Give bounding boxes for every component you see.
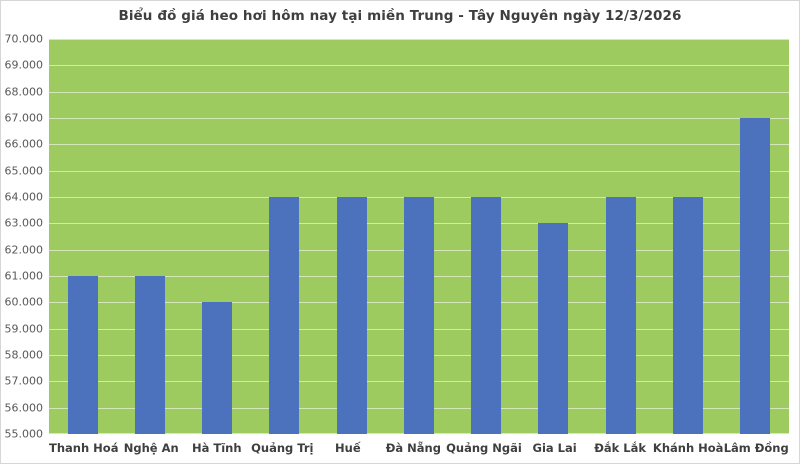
bar-slot: [453, 39, 520, 434]
bars-layer: [49, 39, 789, 434]
y-tick-label: 70.000: [4, 32, 44, 46]
y-tick-label: 61.000: [4, 269, 44, 283]
bar-slot: [587, 39, 654, 434]
gridline: [49, 170, 789, 172]
y-tick-label: 69.000: [4, 58, 44, 72]
bar-Đà Nẵng: [403, 197, 434, 434]
y-axis: 70.000 69.000 68.000 67.000 66.000 65.000 64.0…: [1, 33, 44, 441]
gridline: [49, 144, 789, 146]
x-tick-label: Đắk Lắk: [594, 441, 647, 455]
x-tick-label: Quảng Trị: [251, 441, 314, 455]
gridline: [49, 118, 789, 119]
y-tick-label: 67.000: [4, 111, 44, 125]
bar-slot: [520, 39, 587, 434]
x-tick-label: Nghệ An: [123, 441, 179, 455]
y-tick-label: 63.000: [4, 216, 44, 230]
bar-Gia Lai: [538, 223, 569, 434]
y-tick-label: 62.000: [4, 243, 44, 257]
gridline: [49, 65, 789, 67]
bar-Hà Tĩnh: [202, 302, 233, 434]
bar-slot: [654, 39, 721, 434]
y-tick-label: 68.000: [4, 85, 44, 99]
bar-Quảng Trị: [269, 197, 300, 434]
bar-Nghệ An: [134, 276, 165, 434]
y-tick-label: 56.000: [4, 401, 44, 415]
x-tick-label: Đà Nẵng: [385, 441, 441, 455]
bar-slot: [116, 39, 183, 434]
bar-slot: [184, 39, 251, 434]
y-tick-label: 65.000: [4, 164, 44, 178]
x-tick-label: Thanh Hoá: [49, 441, 119, 455]
bar-Thanh Hoá: [67, 276, 98, 434]
y-tick-label: 64.000: [4, 190, 44, 204]
bar-Lâm Đồng: [740, 118, 771, 434]
x-tick-label: Quảng Ngãi: [446, 441, 522, 455]
x-tick-label: Khánh Hoà: [652, 441, 724, 455]
x-tick-label: Gia Lai: [532, 441, 577, 455]
y-tick-label: 66.000: [4, 137, 44, 151]
bar-Khánh Hoà: [673, 197, 704, 434]
bar-Huế: [336, 197, 367, 434]
bar-slot: [318, 39, 385, 434]
chart-title: Biểu đồ giá heo hơi hôm nay tại miền Tru…: [118, 8, 682, 24]
plot-area: [49, 39, 789, 434]
y-tick-label: 55.000: [4, 427, 44, 441]
bar-Quảng Ngãi: [471, 197, 502, 434]
x-tick-label: Lâm Đồng: [723, 441, 789, 455]
x-axis: Thanh Hoá Nghệ An Hà Tĩnh Quảng Trị Huế Đà Nẵ…: [49, 438, 789, 462]
bar-Đắk Lắk: [605, 197, 636, 434]
x-tick-label: Hà Tĩnh: [191, 441, 242, 455]
y-tick-label: 58.000: [4, 348, 44, 362]
x-tick-label: Huế: [335, 441, 361, 455]
gridline: [49, 39, 789, 40]
y-tick-label: 60.000: [4, 295, 44, 309]
bar-slot: [385, 39, 452, 434]
bar-slot: [49, 39, 116, 434]
bar-slot: [722, 39, 789, 434]
bar-slot: [251, 39, 318, 434]
gridline: [49, 91, 789, 93]
y-tick-label: 59.000: [4, 322, 44, 336]
y-tick-label: 57.000: [4, 374, 44, 388]
